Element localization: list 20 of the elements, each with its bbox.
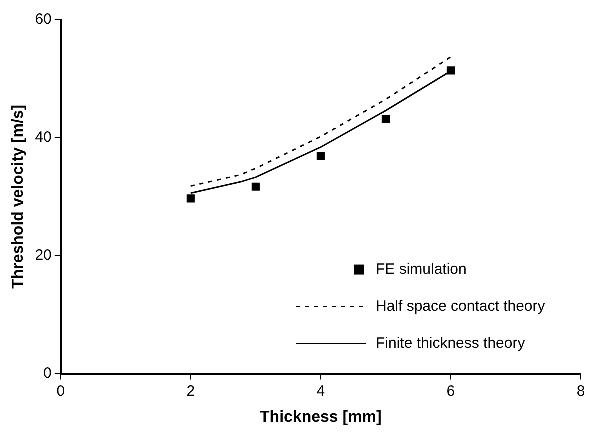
point <box>316 152 325 160</box>
point <box>382 115 390 124</box>
point <box>252 182 260 191</box>
legend-label: Finite thickness theory <box>376 334 526 352</box>
y-tick-label: 0 <box>44 364 52 382</box>
legend-label: FE simulation <box>376 260 467 278</box>
y-tick-label: 60 <box>35 11 52 28</box>
y-tick-label: 40 <box>35 129 52 146</box>
point <box>186 194 195 203</box>
point <box>446 66 456 75</box>
x-tick-label: 4 <box>316 382 326 400</box>
x-tick-label: 8 <box>576 382 586 400</box>
x-tick-label: 6 <box>446 382 456 400</box>
y-tick-label: 20 <box>35 247 52 264</box>
legend-label: Half space contact theory <box>376 298 546 315</box>
x-tick-label: 2 <box>186 382 196 400</box>
line-series <box>190 56 452 188</box>
x-tick-label: 0 <box>56 382 66 400</box>
y-axis-title: Threshold velocity [m/s] <box>10 104 28 289</box>
x-axis-title: Thickness [mm] <box>260 408 382 426</box>
